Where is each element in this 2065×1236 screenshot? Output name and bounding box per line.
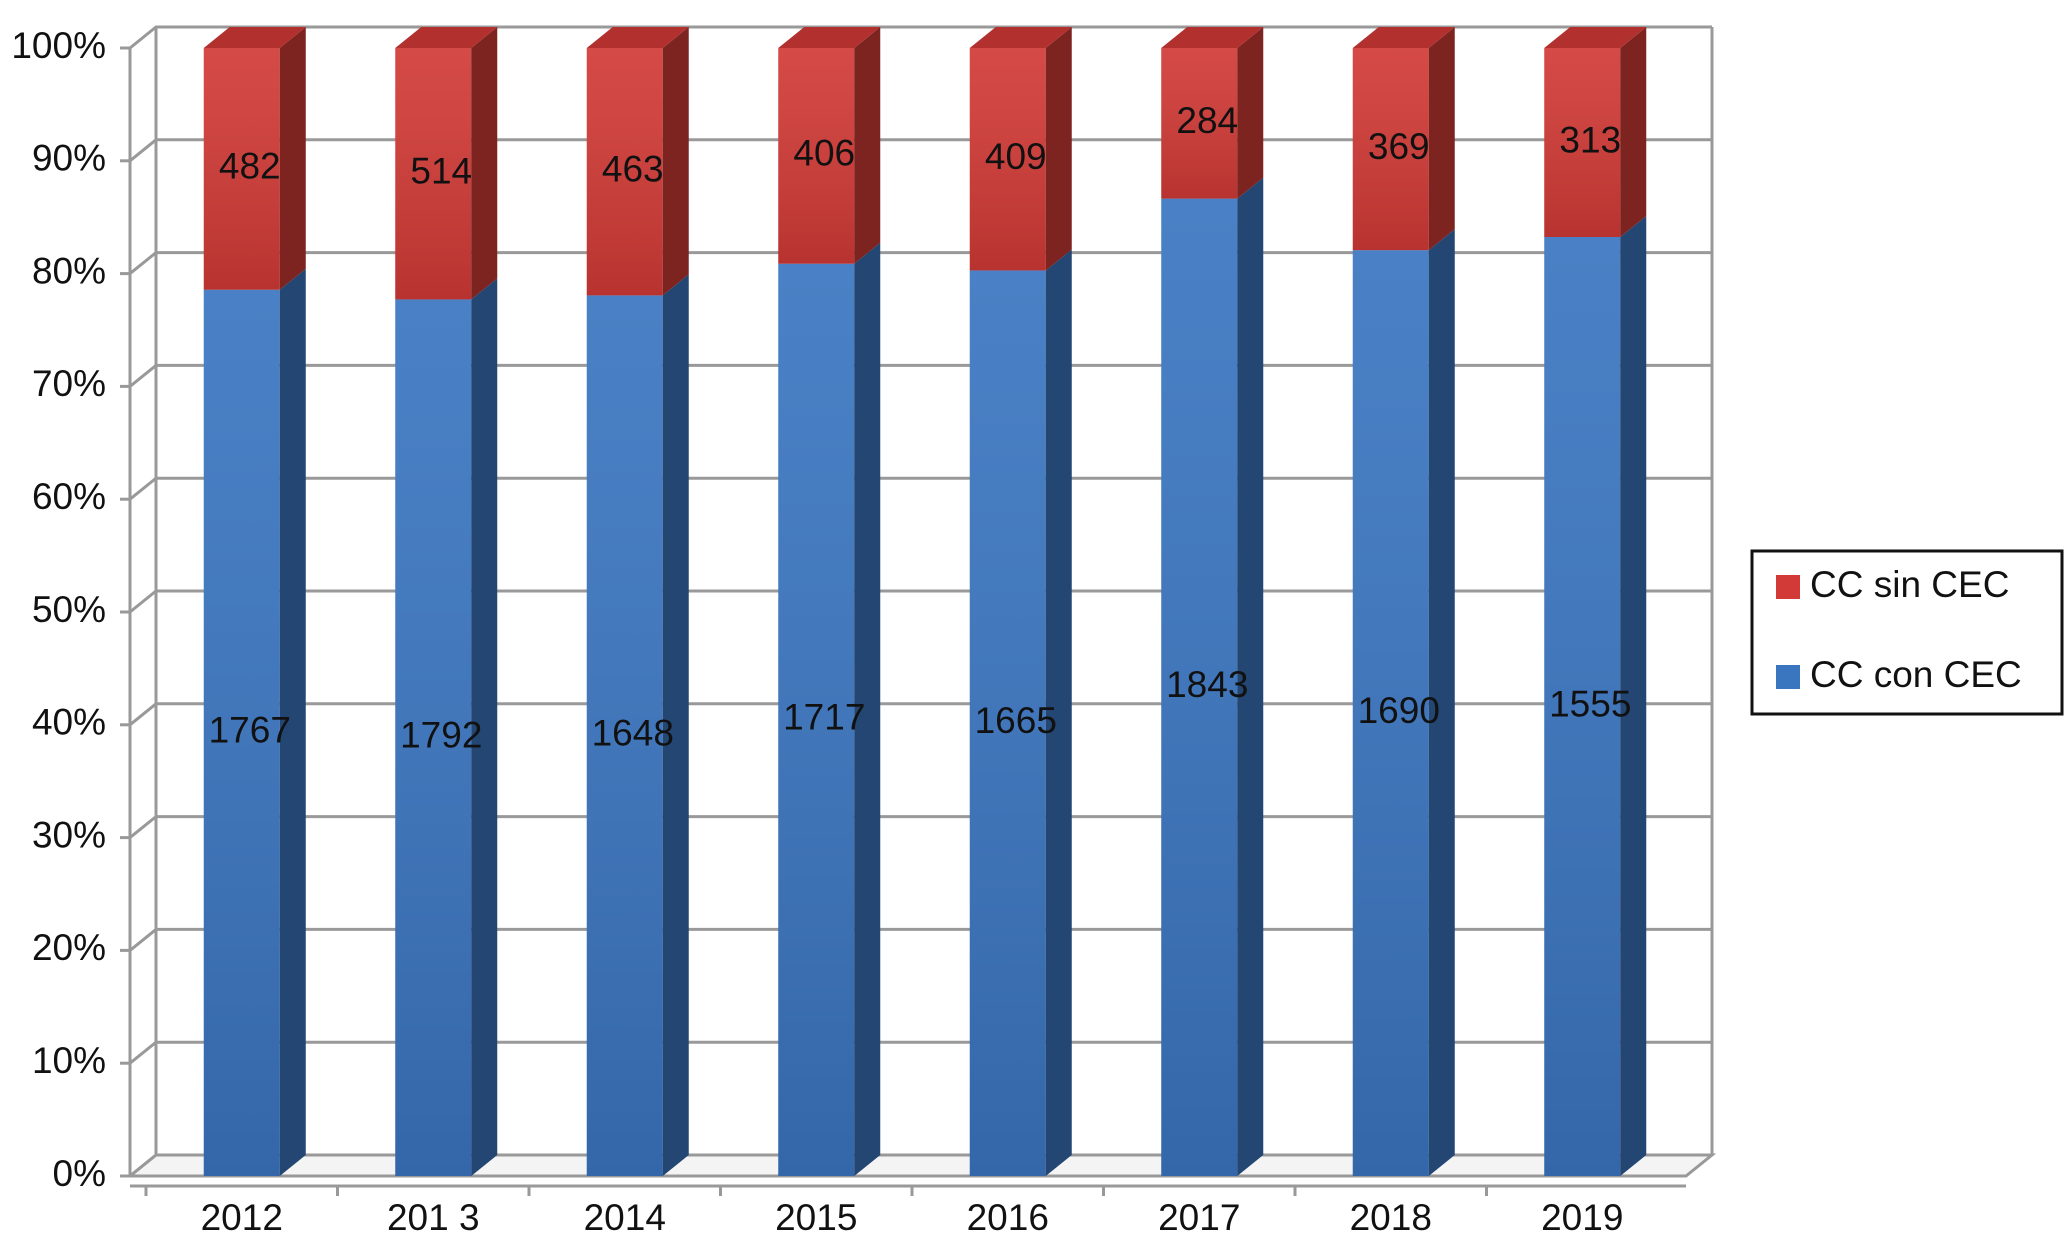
y-tick-label: 40% [32, 702, 106, 743]
bar-side [854, 27, 881, 264]
bar-side [279, 27, 306, 290]
grid-line [129, 1040, 1712, 1065]
data-label: 1690 [1358, 690, 1440, 731]
bar-top [586, 27, 689, 48]
bar-shade [395, 48, 472, 300]
bar-side [471, 27, 498, 300]
bar-side [1620, 27, 1647, 238]
data-label: 369 [1368, 126, 1430, 167]
floor [125, 1153, 1717, 1178]
x-tick-label: 2012 [201, 1197, 283, 1236]
x-tick-label: 2019 [1541, 1197, 1623, 1236]
x-tick-label: 2014 [584, 1197, 666, 1236]
data-label: 1767 [209, 710, 291, 751]
bar-shade [969, 270, 1046, 1176]
bar-top [1352, 27, 1455, 48]
y-tick-label: 10% [32, 1040, 106, 1081]
bar-side [662, 274, 689, 1176]
bar-top [203, 27, 306, 48]
bar-side [279, 268, 306, 1176]
y-tick-label: 70% [32, 363, 106, 404]
bar-top [395, 27, 498, 48]
bar-shade [1544, 48, 1621, 238]
data-label: 482 [219, 146, 281, 187]
legend-label: CC con CEC [1810, 654, 2022, 695]
grid-line [129, 25, 1712, 50]
legend-box [1750, 549, 2064, 716]
bar-shade [1161, 198, 1238, 1177]
data-label: 1792 [400, 714, 482, 755]
grid-line [129, 589, 1712, 614]
data-label: 1555 [1549, 683, 1631, 724]
bar-side [471, 278, 498, 1176]
bar-shade [1544, 237, 1621, 1177]
bar-side [1620, 216, 1647, 1177]
bar-side [854, 242, 881, 1176]
x-tick-label: 2017 [1158, 1197, 1240, 1236]
grid-line [129, 251, 1712, 275]
bar-top [969, 27, 1072, 48]
legend-swatch [1776, 575, 1800, 599]
grid-line [129, 363, 1712, 388]
data-label: 313 [1559, 119, 1621, 160]
grid-line [129, 702, 1712, 726]
bar-side [1045, 249, 1072, 1177]
bar-side [1237, 27, 1264, 199]
bar-side [1045, 27, 1072, 271]
data-label: 284 [1176, 100, 1238, 141]
data-label: 514 [410, 150, 472, 191]
legend-swatch [1776, 665, 1800, 689]
bar-shade [778, 263, 855, 1176]
grid-line [129, 815, 1712, 839]
bar-shade [778, 48, 855, 264]
bar-top [1544, 27, 1647, 48]
y-tick-label: 0% [53, 1153, 106, 1194]
data-label: 1665 [975, 700, 1057, 741]
x-tick-label: 2018 [1350, 1197, 1432, 1236]
bar-shade [203, 289, 280, 1176]
grid-line [129, 138, 1712, 162]
x-tick-label: 2015 [775, 1197, 857, 1236]
grid-line [129, 476, 1712, 501]
y-tick-label: 80% [32, 250, 106, 291]
y-tick-label: 20% [32, 927, 106, 968]
bar-side [1428, 27, 1455, 251]
bar-side [1428, 229, 1455, 1177]
bar-top [778, 27, 881, 48]
bar-side [1237, 177, 1264, 1177]
y-tick-label: 30% [32, 814, 106, 855]
data-label: 1717 [783, 697, 865, 738]
x-tick-label: 2016 [967, 1197, 1049, 1236]
legend-label: CC sin CEC [1810, 564, 2009, 605]
y-tick-label: 50% [32, 589, 106, 630]
data-label: 463 [602, 148, 664, 189]
data-label: 406 [793, 133, 855, 174]
bar-side [662, 27, 689, 296]
bar-top [1161, 27, 1264, 48]
bar-shade [395, 299, 472, 1176]
bar-shade [1352, 48, 1429, 251]
data-label: 1648 [592, 712, 674, 753]
data-label: 1843 [1166, 664, 1248, 705]
y-tick-label: 60% [32, 476, 106, 517]
y-tick-label: 90% [32, 138, 106, 179]
bar-shade [1161, 48, 1238, 199]
bar-shade [203, 48, 280, 290]
bar-shade [969, 48, 1046, 271]
bar-shade [586, 295, 663, 1176]
y-tick-label: 100% [11, 25, 106, 66]
bar-shade [1352, 250, 1429, 1177]
data-label: 409 [985, 136, 1047, 177]
grid-line [129, 927, 1712, 952]
x-tick-label: 201 3 [387, 1197, 480, 1236]
bar-shade [586, 48, 663, 296]
